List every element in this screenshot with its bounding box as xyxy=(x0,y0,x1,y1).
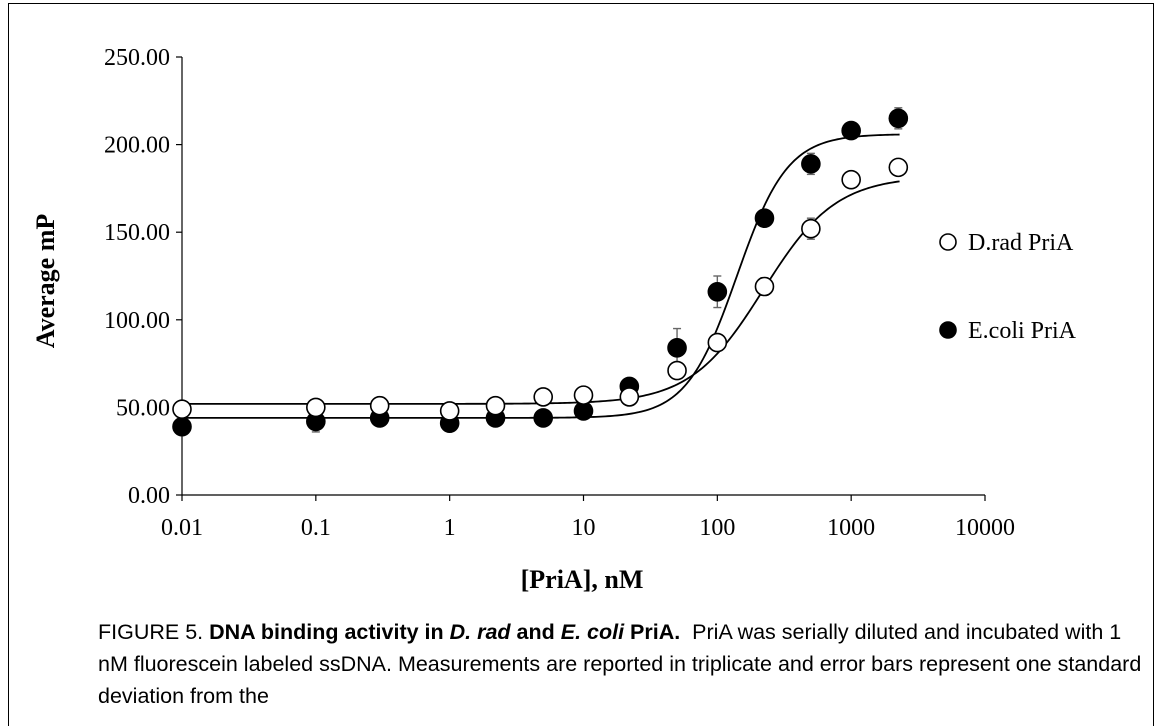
drad-point xyxy=(172,399,192,419)
ecoli-point xyxy=(841,120,861,141)
y-tick-label: 200.00 xyxy=(104,133,170,159)
fit-curves xyxy=(182,133,900,419)
y-tick-label: 250.00 xyxy=(104,45,170,71)
binding-chart: 0.00 50.00 100.00 150.00 200.00 250.00 0.01 0.1… xyxy=(31,45,1077,594)
drad-point xyxy=(667,360,687,381)
legend-marker-drad xyxy=(939,233,957,251)
figure-caption: FIGURE 5. DNA binding activity in D. rad… xyxy=(98,616,1148,720)
drad-point xyxy=(369,395,390,416)
drad-point xyxy=(888,157,909,178)
drad-point xyxy=(754,276,775,297)
y-tick-label: 0.00 xyxy=(128,483,170,509)
drad-point xyxy=(841,169,861,190)
drad-point xyxy=(707,332,728,353)
ecoli-point xyxy=(172,416,192,437)
x-tick-label: 1000 xyxy=(827,515,875,541)
y-axis-title: Average mP xyxy=(31,214,60,349)
drad-point xyxy=(439,401,460,421)
x-axis-title: [PriA], nM xyxy=(521,565,644,594)
drad-point xyxy=(306,397,326,418)
caption-title: DNA binding activity in D. rad and E. co… xyxy=(209,620,681,644)
drad-point xyxy=(573,385,594,405)
ecoli-point xyxy=(707,281,728,302)
x-tick-label: 10000 xyxy=(955,515,1015,541)
x-tick-label: 0.1 xyxy=(301,515,331,541)
drad-point xyxy=(801,218,821,239)
y-tick-label: 150.00 xyxy=(104,220,170,246)
figure-frame xyxy=(8,3,1154,726)
legend-label: E.coli PriA xyxy=(968,318,1077,344)
x-tick-label: 0.01 xyxy=(161,515,203,541)
fit-curve xyxy=(182,133,900,419)
data-points xyxy=(172,107,909,437)
caption-body: PriA was serially diluted and incubated … xyxy=(98,620,1142,708)
ecoli-point xyxy=(667,338,687,358)
legend-label: D.rad PriA xyxy=(968,230,1074,256)
y-tick-label: 100.00 xyxy=(104,308,170,334)
legend: D.rad PriA E.coli PriA xyxy=(939,230,1077,344)
axes: 0.00 50.00 100.00 150.00 200.00 250.00 0.01 0.1… xyxy=(104,45,1015,541)
legend-marker-ecoli xyxy=(939,321,957,339)
drad-point xyxy=(485,395,506,416)
caption-label: FIGURE 5. xyxy=(98,620,204,644)
ecoli-point xyxy=(533,408,554,428)
x-tick-label: 10 xyxy=(572,515,596,541)
ecoli-point xyxy=(888,108,909,129)
x-tick-label: 100 xyxy=(699,515,735,541)
ecoli-point xyxy=(801,154,821,174)
y-tick-label: 50.00 xyxy=(116,395,170,421)
drad-point xyxy=(619,387,640,407)
x-tick-label: 1 xyxy=(444,515,456,541)
ecoli-point xyxy=(754,208,775,228)
fit-curve xyxy=(182,180,900,405)
drad-point xyxy=(533,387,554,407)
